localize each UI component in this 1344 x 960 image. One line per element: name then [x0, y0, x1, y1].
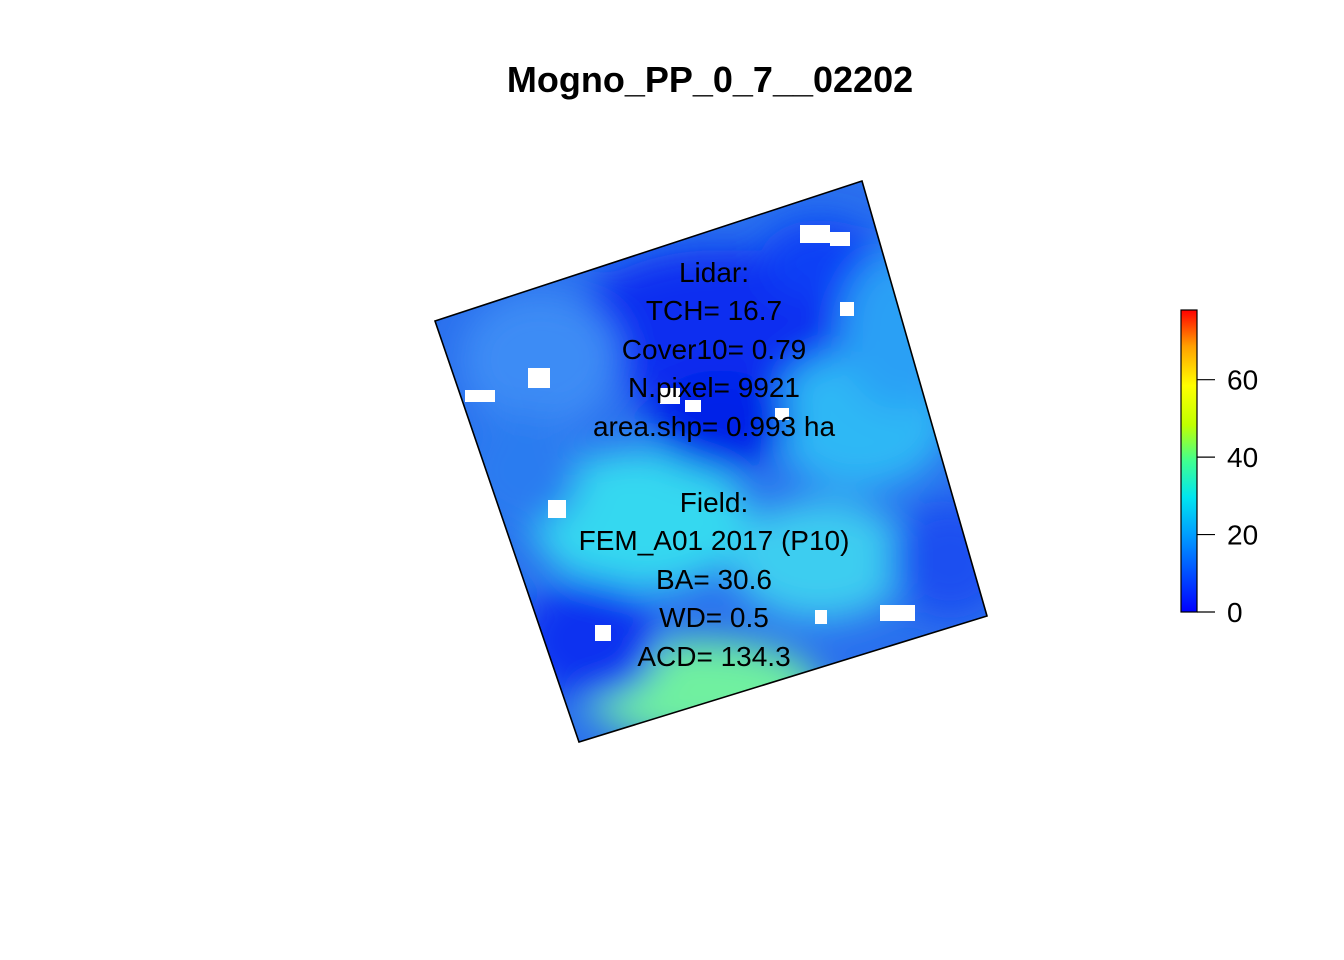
lidar-label: Lidar: [679, 257, 749, 288]
legend-tick-label: 20 [1227, 520, 1258, 551]
field-ba: BA= 30.6 [656, 564, 772, 595]
legend-tick-label: 0 [1227, 597, 1243, 628]
lidar-cover10: Cover10= 0.79 [622, 334, 806, 365]
lidar-area: area.shp= 0.993 ha [593, 411, 836, 442]
legend-tick-label: 60 [1227, 365, 1258, 396]
legend-tick-label: 40 [1227, 442, 1258, 473]
field-wd: WD= 0.5 [659, 602, 769, 633]
field-plot-id: FEM_A01 2017 (P10) [579, 525, 850, 556]
plot-annotation: Lidar: TCH= 16.7 Cover10= 0.79 N.pixel= … [579, 257, 850, 672]
color-legend: 0 20 40 60 [1180, 309, 1258, 628]
lidar-npixel: N.pixel= 9921 [628, 372, 800, 403]
lidar-tch: TCH= 16.7 [646, 295, 782, 326]
field-acd: ACD= 134.3 [637, 641, 790, 672]
legend-color-bar [1180, 309, 1198, 613]
map-title: Mogno_PP_0_7__02202 [507, 59, 913, 100]
field-label: Field: [680, 487, 748, 518]
legend-ticks: 0 20 40 60 [1197, 365, 1258, 628]
